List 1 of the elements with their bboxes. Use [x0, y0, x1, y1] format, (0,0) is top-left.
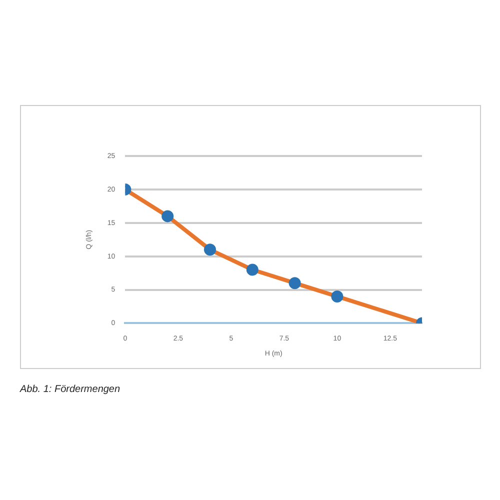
- caption: Abb. 1: Fördermengen: [20, 384, 120, 395]
